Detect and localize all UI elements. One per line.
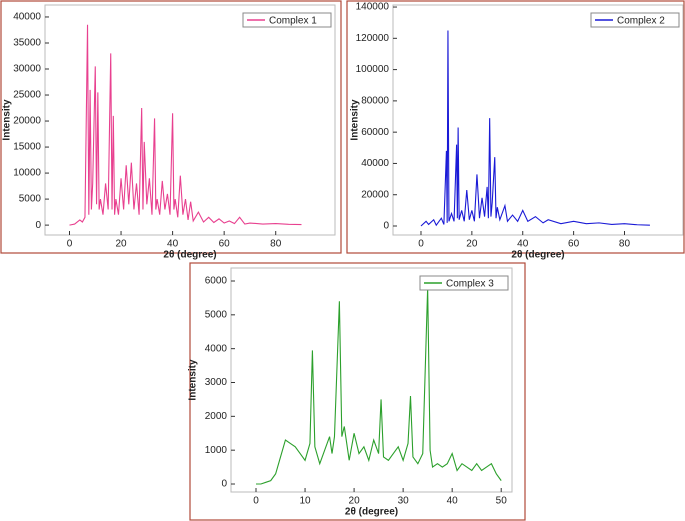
legend-label: Complex 1	[269, 16, 317, 27]
y-axis-label: Intensity	[350, 99, 361, 141]
legend-box	[242, 12, 332, 28]
x-tick-label: 40	[447, 496, 459, 507]
x-tick-label: 80	[270, 239, 282, 250]
y-tick-label: 5000	[19, 194, 42, 205]
x-tick-label: 20	[349, 496, 361, 507]
x-tick-label: 10	[299, 496, 311, 507]
legend-box	[419, 275, 509, 291]
plot-area	[44, 4, 336, 236]
y-tick-label: 120000	[356, 33, 390, 44]
y-tick-label: 0	[35, 220, 41, 231]
y-tick-label: 40000	[361, 158, 389, 169]
x-axis-label: 2θ (degree)	[511, 250, 564, 261]
x-tick-label: 20	[466, 239, 478, 250]
panel-frame	[0, 0, 342, 254]
x-tick-label: 80	[619, 239, 631, 250]
y-tick-label: 35000	[13, 38, 41, 49]
legend-label: Complex 2	[617, 16, 665, 27]
y-tick-label: 5000	[205, 309, 228, 320]
y-tick-label: 60000	[361, 127, 389, 138]
y-tick-label: 1000	[205, 445, 228, 456]
x-tick-label: 0	[67, 239, 73, 250]
x-axis-label: 2θ (degree)	[345, 507, 398, 518]
y-tick-label: 2000	[205, 411, 228, 422]
y-tick-label: 40000	[13, 12, 41, 23]
panel-frame	[189, 262, 526, 521]
x-tick-label: 0	[418, 239, 424, 250]
y-tick-label: 4000	[205, 343, 228, 354]
panel-frame	[346, 0, 685, 254]
legend-label: Complex 3	[446, 279, 494, 290]
y-tick-label: 0	[383, 221, 389, 232]
data-line	[69, 24, 302, 226]
data-line	[420, 30, 650, 227]
x-tick-label: 0	[253, 496, 259, 507]
x-axis-label: 2θ (degree)	[163, 250, 216, 261]
y-tick-label: 140000	[356, 2, 390, 13]
y-tick-label: 10000	[13, 168, 41, 179]
y-axis-label: Intensity	[2, 99, 13, 141]
x-tick-label: 60	[219, 239, 231, 250]
y-tick-label: 25000	[13, 90, 41, 101]
x-tick-label: 30	[398, 496, 410, 507]
x-tick-label: 40	[517, 239, 529, 250]
plot-area	[230, 267, 513, 493]
y-tick-label: 80000	[361, 96, 389, 107]
y-tick-label: 30000	[13, 64, 41, 75]
y-tick-label: 3000	[205, 377, 228, 388]
x-tick-label: 20	[115, 239, 127, 250]
y-tick-label: 20000	[13, 116, 41, 127]
y-tick-label: 0	[221, 479, 227, 490]
y-tick-label: 100000	[356, 64, 390, 75]
y-tick-label: 20000	[361, 189, 389, 200]
y-tick-label: 6000	[205, 276, 228, 287]
legend-box	[590, 12, 680, 28]
y-axis-label: Intensity	[188, 359, 199, 401]
plot-area	[392, 4, 684, 236]
x-tick-label: 50	[496, 496, 508, 507]
x-tick-label: 60	[568, 239, 580, 250]
data-line	[256, 287, 502, 485]
y-tick-label: 15000	[13, 142, 41, 153]
x-tick-label: 40	[167, 239, 179, 250]
